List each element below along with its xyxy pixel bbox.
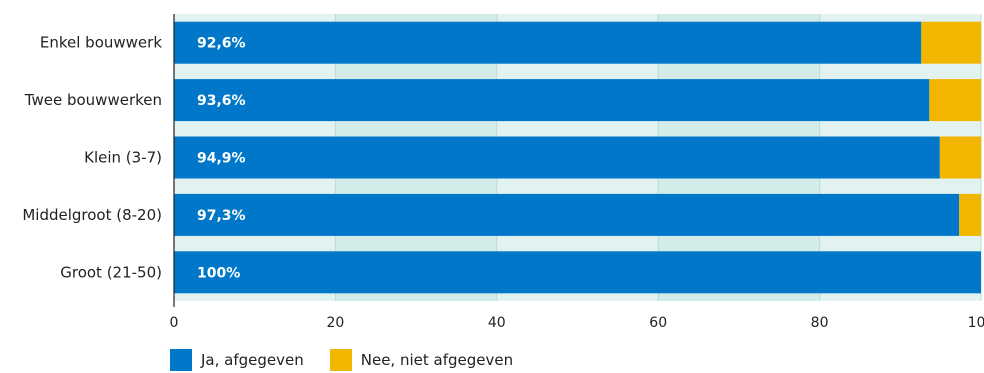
category-label: Klein (3-7) bbox=[84, 149, 162, 167]
legend: Ja, afgegeven Nee, niet afgegeven bbox=[170, 349, 539, 371]
legend-label-nee: Nee, niet afgegeven bbox=[360, 351, 514, 369]
x-axis-ticks: 0 20 40 60 80 100 bbox=[170, 315, 984, 331]
bar-ja bbox=[174, 193, 960, 236]
x-tick-label: 40 bbox=[488, 315, 506, 331]
bar-ja bbox=[174, 251, 981, 294]
category-labels: Enkel bouwwerk Twee bouwwerken Klein (3-7)… bbox=[22, 34, 162, 282]
x-tick-label: 20 bbox=[326, 315, 344, 331]
bar-ja bbox=[174, 136, 940, 179]
x-tick-label: 0 bbox=[170, 315, 179, 331]
x-tick-label: 100 bbox=[968, 315, 984, 331]
bar-ja bbox=[174, 79, 930, 122]
stacked-bar-chart: Enkel bouwwerk Twee bouwwerken Klein (3-7)… bbox=[22, 14, 984, 331]
bar-nee bbox=[929, 79, 981, 122]
legend-swatch-nee bbox=[329, 349, 352, 371]
category-label: Middelgroot (8-20) bbox=[22, 206, 162, 224]
data-label: 92,6% bbox=[197, 36, 246, 52]
bar-nee bbox=[921, 21, 981, 64]
bar-ja bbox=[174, 21, 922, 64]
legend-item-ja: Ja, afgegeven bbox=[170, 349, 304, 371]
category-label: Twee bouwwerken bbox=[24, 91, 162, 109]
data-label: 93,6% bbox=[197, 93, 246, 109]
data-labels: 92,6% 93,6% 94,9% 97,3% 100% bbox=[197, 36, 246, 282]
x-tick-label: 80 bbox=[811, 315, 829, 331]
data-label: 100% bbox=[197, 265, 240, 281]
bar-nee bbox=[939, 136, 981, 179]
x-tick-label: 60 bbox=[649, 315, 667, 331]
legend-item-nee: Nee, niet afgegeven bbox=[329, 349, 514, 371]
bar-nee bbox=[959, 193, 981, 236]
data-label: 94,9% bbox=[197, 151, 246, 167]
bars bbox=[174, 21, 981, 294]
category-label: Groot (21-50) bbox=[60, 263, 162, 281]
legend-label-ja: Ja, afgegeven bbox=[201, 351, 304, 369]
category-label: Enkel bouwwerk bbox=[40, 34, 162, 52]
legend-swatch-ja bbox=[170, 349, 192, 371]
data-label: 97,3% bbox=[197, 208, 246, 224]
